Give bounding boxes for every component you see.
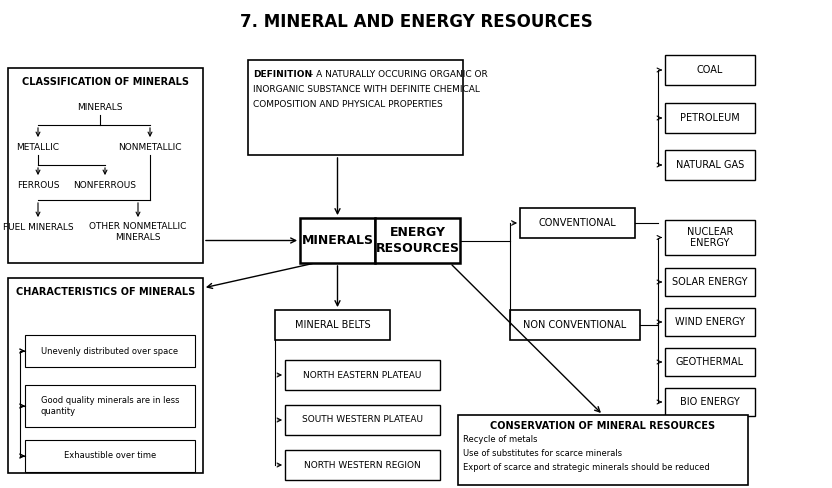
Text: NONMETALLIC: NONMETALLIC	[118, 143, 181, 152]
Text: SOLAR ENERGY: SOLAR ENERGY	[672, 277, 748, 287]
Text: MINERALS: MINERALS	[301, 234, 374, 247]
Text: DEFINITION: DEFINITION	[253, 70, 312, 79]
Bar	[458, 415, 748, 485]
Text: NON CONVENTIONAL: NON CONVENTIONAL	[523, 320, 626, 330]
Text: SOUTH WESTERN PLATEAU: SOUTH WESTERN PLATEAU	[302, 415, 423, 425]
Bar	[8, 278, 203, 473]
Text: FUEL MINERALS: FUEL MINERALS	[2, 224, 73, 232]
Text: METALLIC: METALLIC	[17, 143, 60, 152]
Bar	[248, 60, 463, 155]
Bar	[520, 208, 635, 238]
Bar	[300, 218, 375, 263]
Bar	[665, 220, 755, 255]
Bar	[375, 218, 460, 263]
Bar	[665, 55, 755, 85]
Bar	[275, 310, 390, 340]
Bar	[665, 268, 755, 296]
Bar	[25, 385, 195, 427]
Text: BIO ENERGY: BIO ENERGY	[680, 397, 740, 407]
Text: Export of scarce and strategic minerals should be reduced: Export of scarce and strategic minerals …	[463, 463, 710, 471]
Bar	[25, 335, 195, 367]
Text: COMPOSITION AND PHYSICAL PROPERTIES: COMPOSITION AND PHYSICAL PROPERTIES	[253, 100, 443, 109]
Bar	[25, 440, 195, 472]
Text: INORGANIC SUBSTANCE WITH DEFINITE CHEMICAL: INORGANIC SUBSTANCE WITH DEFINITE CHEMIC…	[253, 85, 480, 94]
Bar	[285, 450, 440, 480]
Text: Use of substitutes for scarce minerals: Use of substitutes for scarce minerals	[463, 448, 622, 458]
Text: MINERAL BELTS: MINERAL BELTS	[295, 320, 370, 330]
Text: COAL: COAL	[697, 65, 723, 75]
Bar	[285, 405, 440, 435]
Bar	[665, 308, 755, 336]
Text: NATURAL GAS: NATURAL GAS	[676, 160, 744, 170]
Text: NORTH WESTERN REGION: NORTH WESTERN REGION	[305, 461, 421, 469]
Text: ENERGY
RESOURCES: ENERGY RESOURCES	[375, 226, 459, 255]
Text: PETROLEUM: PETROLEUM	[680, 113, 740, 123]
Bar	[8, 68, 203, 263]
Text: GEOTHERMAL: GEOTHERMAL	[676, 357, 744, 367]
Text: NUCLEAR
ENERGY: NUCLEAR ENERGY	[686, 227, 733, 248]
Text: MINERALS: MINERALS	[77, 103, 123, 113]
Text: - A NATURALLY OCCURING ORGANIC OR: - A NATURALLY OCCURING ORGANIC OR	[310, 70, 488, 79]
Text: NORTH EASTERN PLATEAU: NORTH EASTERN PLATEAU	[304, 370, 422, 380]
Text: OTHER NONMETALLIC
MINERALS: OTHER NONMETALLIC MINERALS	[89, 223, 186, 242]
Text: NONFERROUS: NONFERROUS	[73, 181, 136, 189]
Bar	[510, 310, 640, 340]
Text: FERROUS: FERROUS	[17, 181, 59, 189]
Text: Exhaustible over time: Exhaustible over time	[64, 451, 156, 461]
Bar	[665, 348, 755, 376]
Text: Unevenly distributed over space: Unevenly distributed over space	[42, 346, 179, 355]
Text: 7. MINERAL AND ENERGY RESOURCES: 7. MINERAL AND ENERGY RESOURCES	[240, 13, 592, 31]
Text: CLASSIFICATION OF MINERALS: CLASSIFICATION OF MINERALS	[22, 77, 189, 87]
Text: CHARACTERISTICS OF MINERALS: CHARACTERISTICS OF MINERALS	[16, 287, 196, 297]
Bar	[665, 103, 755, 133]
Text: Recycle of metals: Recycle of metals	[463, 434, 537, 444]
Text: CONSERVATION OF MINERAL RESOURCES: CONSERVATION OF MINERAL RESOURCES	[490, 421, 716, 431]
Bar	[665, 388, 755, 416]
Text: WIND ENERGY: WIND ENERGY	[675, 317, 745, 327]
Text: Good quality minerals are in less
quantity: Good quality minerals are in less quanti…	[41, 396, 179, 416]
Bar	[665, 150, 755, 180]
Text: CONVENTIONAL: CONVENTIONAL	[538, 218, 617, 228]
Bar	[285, 360, 440, 390]
